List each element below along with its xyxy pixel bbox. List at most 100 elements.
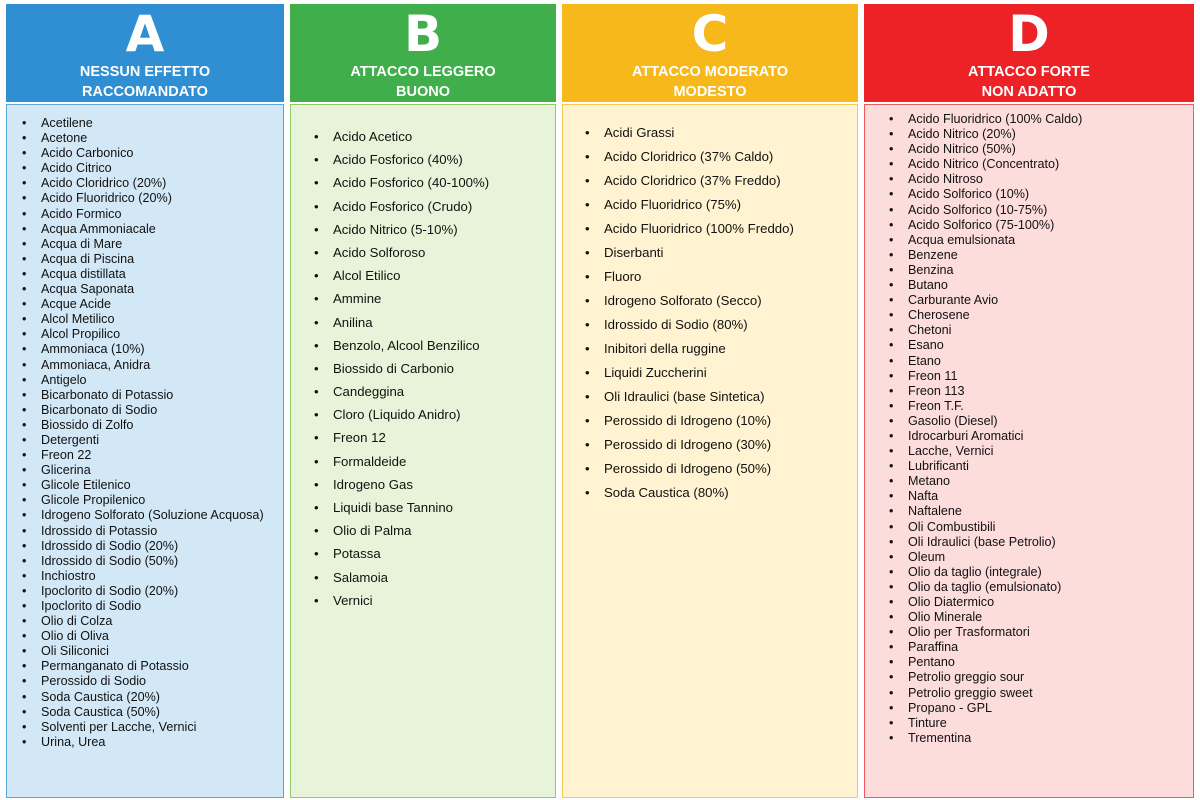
list-item: Acido Nitroso: [889, 172, 1193, 187]
list-item: Olio da taglio (integrale): [889, 565, 1193, 580]
list-item: Idrocarburi Aromatici: [889, 429, 1193, 444]
list-item: Acetilene: [22, 116, 283, 131]
list-item: Acqua Ammoniacale: [22, 222, 283, 237]
list-item: Lacche, Vernici: [889, 444, 1193, 459]
list-item: Freon 11: [889, 369, 1193, 384]
list-item: Glicole Propilenico: [22, 493, 283, 508]
column-a-list: AcetileneAcetoneAcido CarbonicoAcido Cit…: [7, 105, 283, 750]
list-item: Acido Fosforico (40-100%): [314, 171, 555, 194]
list-item: Acqua di Mare: [22, 237, 283, 252]
column-a-header: A NESSUN EFFETTO RACCOMANDATO: [6, 4, 284, 102]
column-a: A NESSUN EFFETTO RACCOMANDATO AcetileneA…: [6, 4, 284, 798]
list-item: Acidi Grassi: [585, 121, 857, 145]
list-item: Ammoniaca (10%): [22, 342, 283, 357]
list-item: Acqua Saponata: [22, 282, 283, 297]
column-b-header: B ATTACCO LEGGERO BUONO: [290, 4, 556, 102]
list-item: Acido Solforico (10%): [889, 187, 1193, 202]
list-item: Acido Citrico: [22, 161, 283, 176]
column-d: D ATTACCO FORTE NON ADATTO Acido Fluorid…: [864, 4, 1194, 798]
list-item: Perossido di Idrogeno (30%): [585, 433, 857, 457]
list-item: Acido Carbonico: [22, 146, 283, 161]
list-item: Oleum: [889, 550, 1193, 565]
list-item: Benzina: [889, 263, 1193, 278]
list-item: Freon T.F.: [889, 399, 1193, 414]
column-c-title: ATTACCO MODERATO: [632, 64, 788, 80]
column-d-body: Acido Fluoridrico (100% Caldo)Acido Nitr…: [864, 104, 1194, 798]
list-item: Alcol Metilico: [22, 312, 283, 327]
list-item: Petrolio greggio sour: [889, 670, 1193, 685]
list-item: Antigelo: [22, 373, 283, 388]
list-item: Benzolo, Alcool Benzilico: [314, 334, 555, 357]
list-item: Potassa: [314, 542, 555, 565]
list-item: Olio di Colza: [22, 614, 283, 629]
list-item: Petrolio greggio sweet: [889, 686, 1193, 701]
list-item: Vernici: [314, 589, 555, 612]
list-item: Freon 12: [314, 426, 555, 449]
list-item: Ammine: [314, 287, 555, 310]
list-item: Gasolio (Diesel): [889, 414, 1193, 429]
column-c-list: Acidi GrassiAcido Cloridrico (37% Caldo)…: [563, 105, 857, 505]
list-item: Solventi per Lacche, Vernici: [22, 720, 283, 735]
list-item: Ammoniaca, Anidra: [22, 358, 283, 373]
list-item: Idrossido di Sodio (20%): [22, 539, 283, 554]
column-b-title: ATTACCO LEGGERO: [350, 64, 496, 80]
list-item: Ipoclorito di Sodio: [22, 599, 283, 614]
column-d-letter: D: [1008, 5, 1050, 63]
list-item: Formaldeide: [314, 450, 555, 473]
list-item: Biossido di Zolfo: [22, 418, 283, 433]
list-item: Olio da taglio (emulsionato): [889, 580, 1193, 595]
list-item: Naftalene: [889, 504, 1193, 519]
list-item: Acido Cloridrico (37% Freddo): [585, 169, 857, 193]
list-item: Cloro (Liquido Anidro): [314, 403, 555, 426]
list-item: Idrossido di Sodio (50%): [22, 554, 283, 569]
list-item: Acido Solforico (10-75%): [889, 203, 1193, 218]
column-a-body: AcetileneAcetoneAcido CarbonicoAcido Cit…: [6, 104, 284, 798]
column-c-subtitle: MODESTO: [673, 84, 747, 100]
list-item: Liquidi base Tannino: [314, 496, 555, 519]
column-b-subtitle: BUONO: [396, 84, 450, 100]
list-item: Etano: [889, 354, 1193, 369]
list-item: Carburante Avio: [889, 293, 1193, 308]
list-item: Soda Caustica (80%): [585, 481, 857, 505]
list-item: Glicerina: [22, 463, 283, 478]
list-item: Inchiostro: [22, 569, 283, 584]
list-item: Trementina: [889, 731, 1193, 746]
column-c-letter: C: [691, 5, 729, 63]
list-item: Ipoclorito di Sodio (20%): [22, 584, 283, 599]
list-item: Olio per Trasformatori: [889, 625, 1193, 640]
column-c-body: Acidi GrassiAcido Cloridrico (37% Caldo)…: [562, 104, 858, 798]
list-item: Permanganato di Potassio: [22, 659, 283, 674]
list-item: Bicarbonato di Sodio: [22, 403, 283, 418]
column-d-subtitle: NON ADATTO: [981, 84, 1077, 100]
list-item: Acido Nitrico (5-10%): [314, 218, 555, 241]
list-item: Acido Fluoridrico (100% Freddo): [585, 217, 857, 241]
list-item: Acqua emulsionata: [889, 233, 1193, 248]
list-item: Acque Acide: [22, 297, 283, 312]
list-item: Inibitori della ruggine: [585, 337, 857, 361]
column-b: B ATTACCO LEGGERO BUONO Acido AceticoAci…: [290, 4, 556, 798]
list-item: Freon 22: [22, 448, 283, 463]
list-item: Acido Solforico (75-100%): [889, 218, 1193, 233]
list-item: Freon 113: [889, 384, 1193, 399]
list-item: Olio di Oliva: [22, 629, 283, 644]
list-item: Acido Fosforico (Crudo): [314, 195, 555, 218]
list-item: Paraffina: [889, 640, 1193, 655]
list-item: Chetoni: [889, 323, 1193, 338]
list-item: Soda Caustica (20%): [22, 690, 283, 705]
list-item: Idrogeno Gas: [314, 473, 555, 496]
list-item: Candeggina: [314, 380, 555, 403]
column-d-list: Acido Fluoridrico (100% Caldo)Acido Nitr…: [865, 105, 1193, 746]
column-b-list: Acido AceticoAcido Fosforico (40%)Acido …: [291, 105, 555, 612]
list-item: Idrossido di Potassio: [22, 524, 283, 539]
list-item: Fluoro: [585, 265, 857, 289]
list-item: Acido Nitrico (Concentrato): [889, 157, 1193, 172]
list-item: Acido Acetico: [314, 125, 555, 148]
list-item: Urina, Urea: [22, 735, 283, 750]
list-item: Detergenti: [22, 433, 283, 448]
list-item: Diserbanti: [585, 241, 857, 265]
list-item: Acqua distillata: [22, 267, 283, 282]
column-b-body: Acido AceticoAcido Fosforico (40%)Acido …: [290, 104, 556, 798]
list-item: Biossido di Carbonio: [314, 357, 555, 380]
list-item: Acido Solforoso: [314, 241, 555, 264]
list-item: Butano: [889, 278, 1193, 293]
